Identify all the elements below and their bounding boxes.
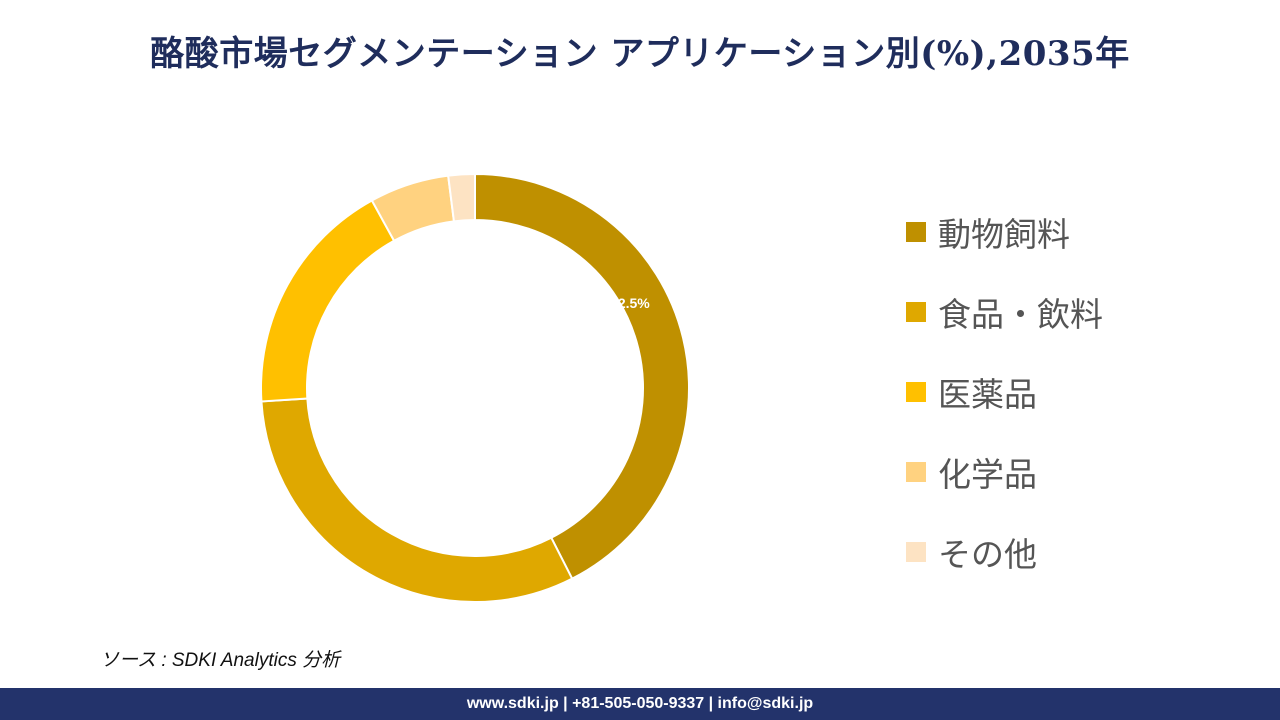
legend-item-animal-feed: 動物飼料	[906, 192, 1103, 272]
legend-swatch	[906, 462, 926, 482]
legend-swatch	[906, 382, 926, 402]
source-note: ソース : SDKI Analytics 分析	[100, 645, 340, 672]
legend-swatch	[906, 222, 926, 242]
chart-legend: 動物飼料 食品・飲料 医薬品 化学品 その他	[906, 192, 1103, 592]
footer-bar: www.sdki.jp | +81-505-050-9337 | info@sd…	[0, 688, 1280, 720]
legend-label: 化学品	[938, 448, 1037, 496]
slice-pharmaceuticals	[261, 200, 394, 401]
legend-swatch	[906, 302, 926, 322]
legend-item-chemicals: 化学品	[906, 432, 1103, 512]
legend-label: 食品・飲料	[938, 288, 1103, 336]
legend-swatch	[906, 542, 926, 562]
data-label: 42.5%	[610, 295, 650, 311]
legend-item-food-beverage: 食品・飲料	[906, 272, 1103, 352]
legend-label: 動物飼料	[938, 208, 1070, 256]
legend-item-pharmaceuticals: 医薬品	[906, 352, 1103, 432]
footer-contact: www.sdki.jp | +81-505-050-9337 | info@sd…	[0, 688, 1280, 720]
legend-item-other: その他	[906, 512, 1103, 592]
slice-other	[448, 174, 475, 221]
legend-label: 医薬品	[938, 368, 1037, 416]
slice-food-beverage	[261, 399, 572, 602]
slice-animal-feed	[475, 174, 689, 579]
legend-label: その他	[938, 528, 1037, 576]
